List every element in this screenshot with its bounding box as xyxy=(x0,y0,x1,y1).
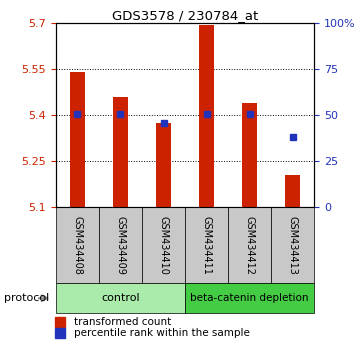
Bar xyxy=(56,207,99,283)
Bar xyxy=(156,123,171,207)
Text: GSM434408: GSM434408 xyxy=(73,216,82,275)
Bar xyxy=(285,175,300,207)
Bar xyxy=(56,283,185,313)
Bar xyxy=(70,72,85,207)
Text: percentile rank within the sample: percentile rank within the sample xyxy=(74,328,250,338)
Bar xyxy=(99,207,142,283)
Text: GSM434413: GSM434413 xyxy=(288,216,297,275)
Text: transformed count: transformed count xyxy=(74,317,171,327)
Text: GSM434412: GSM434412 xyxy=(244,216,255,275)
Text: protocol: protocol xyxy=(4,293,49,303)
Bar xyxy=(271,207,314,283)
Bar xyxy=(199,24,214,207)
Bar xyxy=(228,207,271,283)
Bar xyxy=(185,283,314,313)
Bar xyxy=(113,97,128,207)
Text: GSM434410: GSM434410 xyxy=(158,216,169,275)
Bar xyxy=(185,207,228,283)
Text: GSM434411: GSM434411 xyxy=(201,216,212,275)
Text: beta-catenin depletion: beta-catenin depletion xyxy=(190,293,309,303)
Bar xyxy=(142,207,185,283)
Text: control: control xyxy=(101,293,140,303)
Text: GSM434409: GSM434409 xyxy=(116,216,126,275)
Title: GDS3578 / 230784_at: GDS3578 / 230784_at xyxy=(112,9,258,22)
Bar xyxy=(242,103,257,207)
